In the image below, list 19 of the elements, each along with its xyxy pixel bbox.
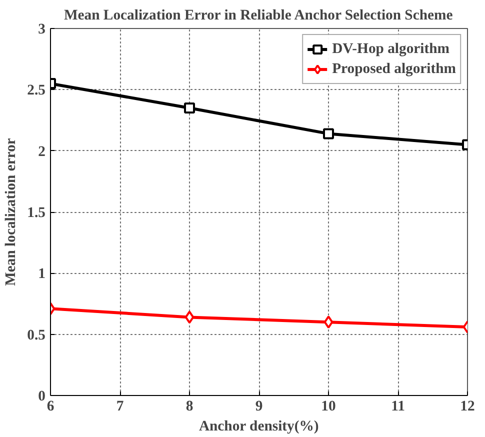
y-tick-label: 1 [38, 266, 46, 282]
y-tick-label: 1.5 [27, 205, 46, 221]
x-tick-label: 7 [116, 398, 124, 414]
x-tick-label: 6 [46, 398, 54, 414]
x-axis-title: Anchor density(%) [198, 418, 319, 434]
y-tick-label: 0.5 [27, 327, 46, 344]
y-axis-title: Mean localization error [3, 138, 20, 286]
y-tick-label: 3 [38, 22, 46, 38]
y-tick-label: 2.5 [27, 82, 46, 99]
legend-label: DV-Hop algorithm [332, 40, 450, 58]
y-tick-label: 0 [38, 388, 46, 404]
x-tick-label: 10 [321, 398, 336, 414]
x-tick-label: 9 [255, 398, 263, 414]
x-tick-label: 11 [391, 398, 405, 414]
legend-label: Proposed algorithm [332, 60, 456, 78]
x-tick-label: 12 [460, 398, 475, 414]
chart-title: Mean Localization Error in Reliable Anchor Selection Scheme [64, 8, 454, 24]
x-tick-label: 8 [186, 398, 194, 414]
y-tick-label: 2 [38, 144, 46, 160]
